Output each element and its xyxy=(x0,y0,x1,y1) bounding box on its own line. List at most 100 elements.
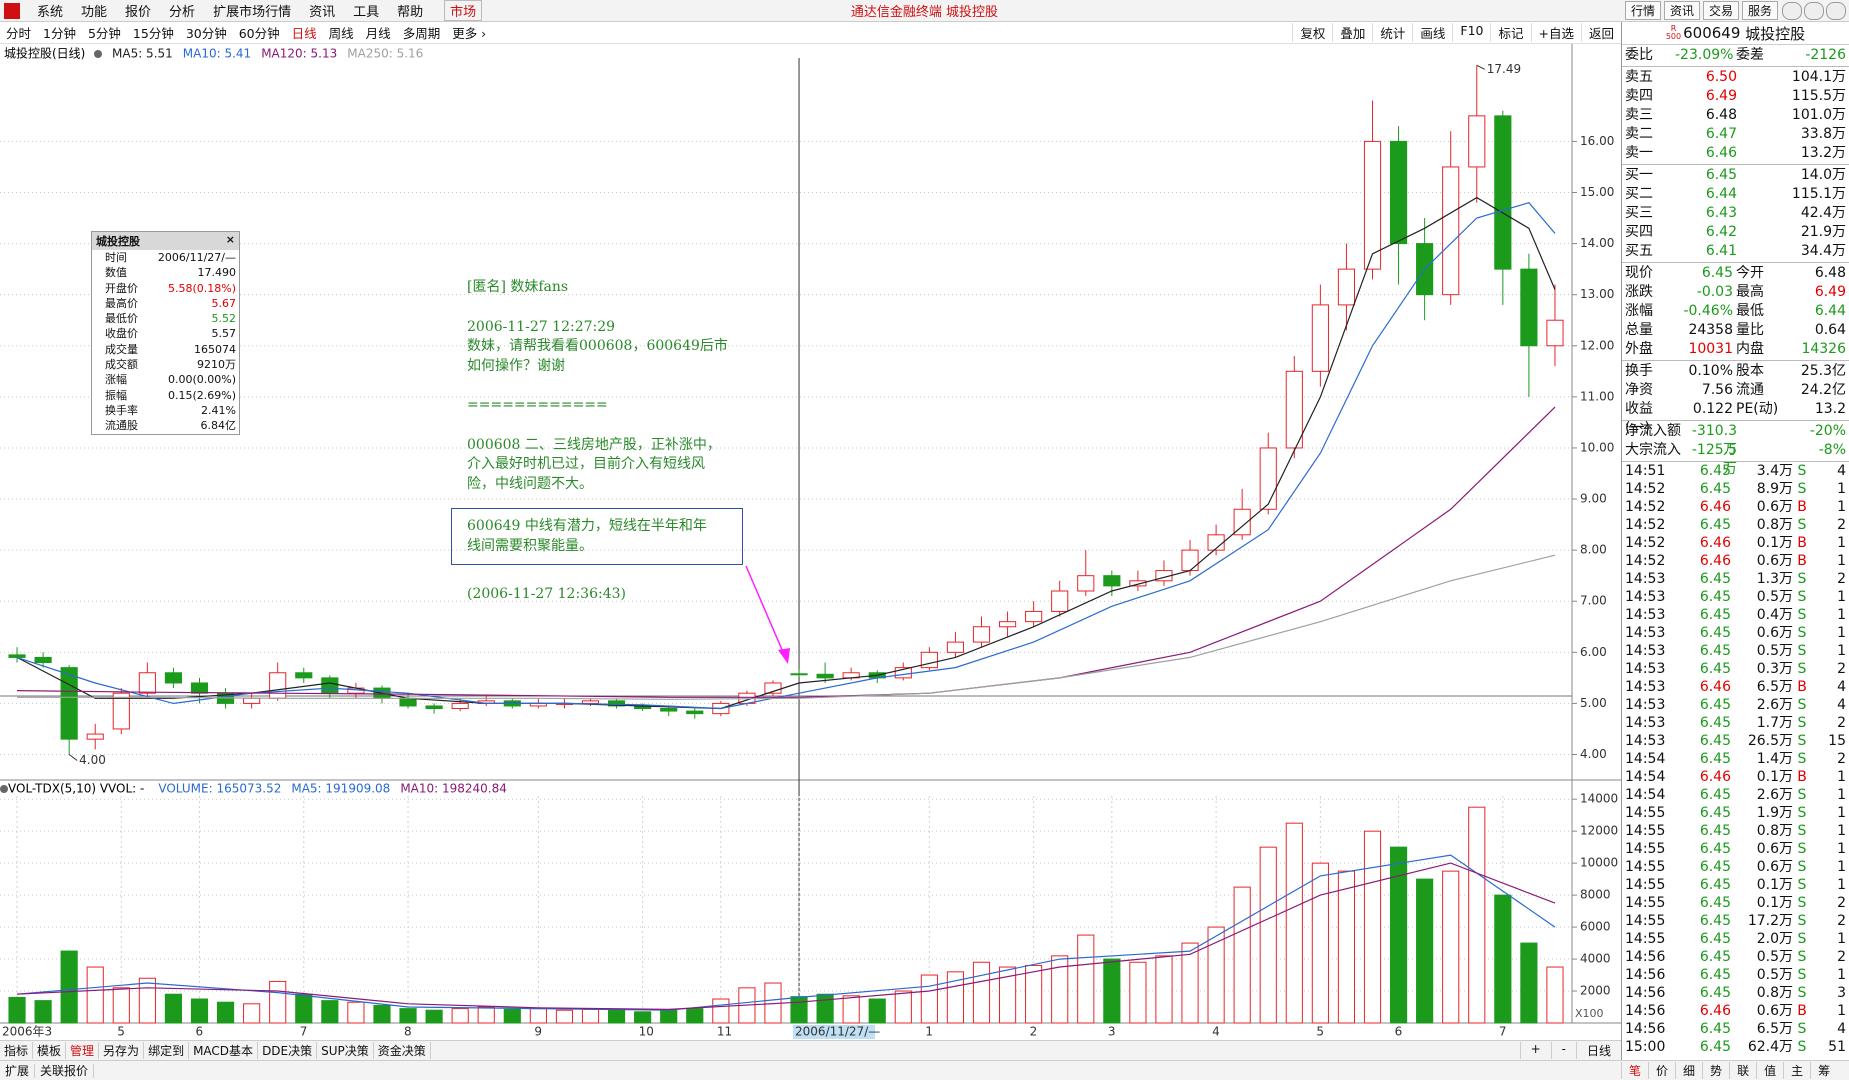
quote-tab[interactable]: 值 xyxy=(1756,1062,1783,1079)
tool-button[interactable]: 返回 xyxy=(1580,23,1621,42)
tool-button[interactable]: F10 xyxy=(1452,23,1490,42)
arrow xyxy=(745,565,787,660)
quote-tab[interactable]: 笔 xyxy=(1621,1062,1648,1079)
bottom-control[interactable]: + xyxy=(1519,1042,1551,1059)
quote-cell: -2126 xyxy=(1805,47,1846,63)
period-tab[interactable]: 更多 › xyxy=(452,26,487,41)
tool-button[interactable]: 叠加 xyxy=(1332,23,1372,42)
menu-item[interactable]: 系统 xyxy=(37,5,64,20)
x-tick-label: 3 xyxy=(1108,1025,1116,1039)
candle-body xyxy=(764,682,782,694)
menu-item[interactable]: 分析 xyxy=(169,5,196,20)
quote-tab[interactable]: 主 xyxy=(1783,1062,1810,1079)
y-tick-label: 12.00 xyxy=(1580,338,1614,352)
candle-body xyxy=(190,682,209,694)
period-tab[interactable]: 5分钟 xyxy=(87,26,121,41)
market-button[interactable]: 市场 xyxy=(444,0,483,21)
candle-body xyxy=(1051,590,1069,612)
y-tick-label: 13.00 xyxy=(1580,287,1614,301)
quote-cell: 14:55 xyxy=(1625,859,1666,875)
candle-body xyxy=(1103,575,1121,587)
tool-button[interactable]: 画线 xyxy=(1412,23,1452,42)
quote-row: 买二 6.44 115.1万 xyxy=(1622,185,1849,204)
period-tab[interactable]: 周线 xyxy=(328,26,354,41)
menu-button[interactable]: 服务 xyxy=(1741,1,1778,20)
quote-tab[interactable]: 价 xyxy=(1648,1062,1675,1079)
quote-cell: S xyxy=(1797,715,1807,731)
quote-cell: 6.45 xyxy=(1699,985,1731,1001)
bottom-tab[interactable]: 另存为 xyxy=(99,1042,145,1059)
quote-cell: 24.2亿 xyxy=(1800,382,1846,398)
quote-row: 14:53 6.45 0.5万 S 1 xyxy=(1622,642,1849,660)
close[interactable] xyxy=(1826,1,1846,20)
period-tab[interactable]: 日线 xyxy=(291,26,317,41)
minimize[interactable] xyxy=(1782,1,1802,20)
bottom-tab[interactable]: MACD基本 xyxy=(189,1042,259,1059)
menu-item[interactable]: 报价 xyxy=(125,5,152,20)
status-tab[interactable]: 关联报价 xyxy=(35,1064,95,1078)
menu-button[interactable]: 行情 xyxy=(1624,1,1661,20)
period-tab[interactable]: 15分钟 xyxy=(132,26,174,41)
period-tab[interactable]: 分时 xyxy=(6,26,32,41)
volume-bar xyxy=(1389,846,1408,1024)
close-icon[interactable]: × xyxy=(225,233,235,246)
quote-tab[interactable]: 筹 xyxy=(1810,1062,1837,1079)
quote-tab[interactable]: 联 xyxy=(1729,1062,1756,1079)
period-tab[interactable]: 多周期 xyxy=(402,26,441,41)
bottom-tab[interactable]: DDE决策 xyxy=(258,1042,318,1059)
quote-cell: 14:55 xyxy=(1625,823,1666,839)
note-paragraph: [匿名] 数妹fans xyxy=(467,278,743,298)
bottom-tab[interactable]: 绑定到 xyxy=(144,1042,190,1059)
quote-cell: 流通 xyxy=(1736,382,1764,398)
note-paragraph: ============ xyxy=(467,396,743,416)
menu-item[interactable]: 扩展市场行情 xyxy=(213,5,292,20)
bottom-tab[interactable]: 指标 xyxy=(0,1042,34,1059)
bottom-tab[interactable]: 管理 xyxy=(66,1042,100,1059)
menu-item[interactable]: 功能 xyxy=(81,5,108,20)
row2-left: 扩展 关联报价 xyxy=(0,1062,95,1079)
quote-cell: 6.45 xyxy=(1699,895,1731,911)
quote-cell: 大宗流入 xyxy=(1625,442,1681,458)
menu-button[interactable]: 交易 xyxy=(1702,1,1739,20)
menu-item[interactable]: 帮助 xyxy=(397,5,424,20)
status-tab[interactable]: 扩展 xyxy=(0,1064,36,1078)
candle-body xyxy=(1233,508,1251,536)
menu-item[interactable]: 工具 xyxy=(353,5,380,20)
annotation: [匿名] 数妹fans 2006-11-27 12:27:29 数妹，请帮我看看00… xyxy=(451,278,743,625)
bottom-control[interactable]: - xyxy=(1550,1042,1576,1059)
tool-button[interactable]: 标记 xyxy=(1490,23,1530,42)
candle-body xyxy=(1363,140,1382,270)
quote-cell: 换手 xyxy=(1625,363,1653,379)
quote-row: 14:56 6.46 0.6万 B 1 xyxy=(1622,1002,1849,1020)
toolbar: 分时 1分钟 5分钟 15分钟 30分钟 60分钟 日线 周线 月线 多周期 更多 › 复权 叠加 统计画… xyxy=(0,22,1621,44)
legend-entry: MA10: 198240.84 xyxy=(400,782,507,796)
menu-item[interactable]: 资讯 xyxy=(309,5,336,20)
info-value: 9210万 xyxy=(197,358,236,372)
quote-cell: S xyxy=(1797,1021,1807,1037)
candle-body xyxy=(1546,319,1564,347)
quote-tab[interactable]: 细 xyxy=(1675,1062,1702,1079)
bottom-control[interactable]: 日线 xyxy=(1575,1042,1621,1059)
restore[interactable] xyxy=(1804,1,1824,20)
period-tab[interactable]: 月线 xyxy=(365,26,391,41)
quote-cell: 6.45 xyxy=(1701,265,1733,281)
quote-cell: 4 xyxy=(1837,679,1846,695)
candle-body xyxy=(972,626,991,643)
quote-cell: -23.09% xyxy=(1675,47,1734,63)
menu-button[interactable]: 资讯 xyxy=(1663,1,1700,20)
period-tab[interactable]: 30分钟 xyxy=(185,26,227,41)
quote-cell: 6.46 xyxy=(1699,1003,1731,1019)
period-tab[interactable]: 60分钟 xyxy=(238,26,280,41)
period-tab[interactable]: 1分钟 xyxy=(43,26,76,41)
quote-cell: 6.46 xyxy=(1699,535,1731,551)
tool-button[interactable]: 统计 xyxy=(1372,23,1412,42)
tool-button[interactable]: +自选 xyxy=(1530,23,1581,42)
bottom-tab[interactable]: SUP决策 xyxy=(317,1042,374,1059)
quote-tab[interactable]: 势 xyxy=(1702,1062,1729,1079)
bottom-tab[interactable]: 资金决策 xyxy=(374,1042,431,1059)
bottom-tab[interactable]: 模板 xyxy=(33,1042,67,1059)
tool-button[interactable]: 复权 xyxy=(1292,23,1332,42)
x-tick-label: 8 xyxy=(404,1025,412,1039)
quote-row: 14:52 6.46 0.1万 B 1 xyxy=(1622,534,1849,552)
x-tick-label: 9 xyxy=(534,1025,542,1039)
